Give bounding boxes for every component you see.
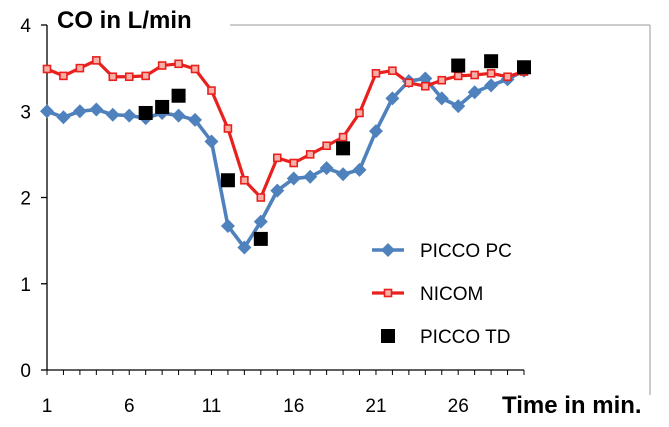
y-tick-label: 1: [20, 275, 31, 296]
picco-td-point: [171, 88, 186, 103]
picco-pc-point: [319, 161, 334, 176]
x-tick-label: 6: [124, 396, 135, 417]
picco-td-legend-marker: [381, 329, 395, 343]
picco-pc-point: [286, 171, 301, 186]
nicom-point: [338, 132, 348, 142]
picco-pc-point: [56, 110, 71, 125]
picco-pc-point: [451, 99, 466, 114]
nicom-point: [470, 70, 479, 80]
x-tick-label: 11: [202, 396, 222, 417]
nicom-point: [190, 64, 200, 74]
nicom-legend-marker: [383, 288, 393, 298]
nicom-point: [75, 63, 85, 73]
picco-td-point: [517, 60, 531, 75]
picco-td-point: [336, 141, 351, 156]
y-tick-label: 3: [20, 102, 31, 123]
y-tick-label: 4: [20, 16, 31, 37]
nicom-point: [486, 69, 496, 78]
picco-pc-point: [303, 169, 318, 184]
nicom-legend-label: NICOM: [420, 284, 483, 305]
nicom-point: [42, 64, 52, 74]
picco-td-point: [253, 231, 268, 246]
nicom-point: [141, 71, 150, 81]
x-tick-label: 16: [283, 396, 304, 417]
picco-pc-point: [352, 162, 367, 177]
picco-td-point: [484, 54, 499, 69]
picco-pc-point: [467, 85, 482, 100]
nicom-point: [157, 61, 167, 70]
picco-pc-point: [270, 183, 285, 198]
nicom-point: [371, 69, 381, 78]
chart-title: CO in L/min: [57, 7, 192, 34]
nicom-point: [421, 81, 430, 91]
picco-pc-legend-label: PICCO PC: [420, 241, 512, 262]
picco-pc-point: [368, 124, 383, 139]
picco-td-point: [451, 58, 466, 73]
nicom-point: [92, 56, 101, 65]
picco-pc-point: [237, 240, 252, 255]
nicom-point: [503, 72, 512, 82]
x-tick-label: 26: [448, 396, 469, 417]
nicom-series-line: [45, 58, 526, 200]
nicom-point: [256, 193, 266, 202]
picco-pc-point: [171, 108, 186, 123]
picco-pc-point: [40, 104, 54, 119]
nicom-point: [289, 158, 299, 168]
y-tick-label: 2: [20, 189, 31, 210]
nicom-point: [355, 108, 364, 118]
picco-td-legend-label: PICCO TD: [420, 327, 510, 348]
nicom-point: [437, 75, 447, 85]
picco-pc-point: [72, 104, 87, 119]
y-tick-label: 0: [20, 361, 31, 382]
picco-pc-point: [434, 91, 449, 106]
picco-pc-point: [105, 107, 120, 122]
picco-td-point: [155, 99, 170, 114]
nicom-point: [453, 71, 463, 81]
x-tick-label: 1: [42, 396, 53, 417]
picco-pc-point: [122, 108, 137, 123]
picco-pc-point: [484, 78, 499, 93]
picco-pc-legend-marker: [381, 243, 395, 257]
picco-pc-point: [253, 214, 268, 229]
nicom-point: [404, 78, 414, 88]
picco-pc-point: [385, 91, 400, 106]
nicom-point: [59, 71, 68, 81]
picco-pc-point: [204, 134, 219, 149]
nicom-point: [240, 175, 249, 185]
nicom-point: [272, 153, 282, 163]
picco-td-point: [220, 173, 235, 188]
picco-pc-point: [89, 102, 104, 117]
x-axis-title: Time in min.: [502, 392, 642, 419]
picco-pc-point: [220, 218, 235, 233]
nicom-point: [305, 150, 315, 159]
nicom-point: [322, 141, 331, 151]
x-tick-label: 21: [365, 396, 386, 417]
picco-pc-point: [188, 112, 203, 127]
nicom-point: [174, 59, 183, 69]
nicom-point: [207, 86, 216, 95]
nicom-point: [388, 66, 397, 76]
nicom-point: [108, 72, 118, 82]
picco-td-point: [138, 105, 153, 120]
nicom-point: [223, 124, 233, 133]
nicom-point: [124, 72, 134, 82]
picco-pc-point: [336, 167, 351, 182]
